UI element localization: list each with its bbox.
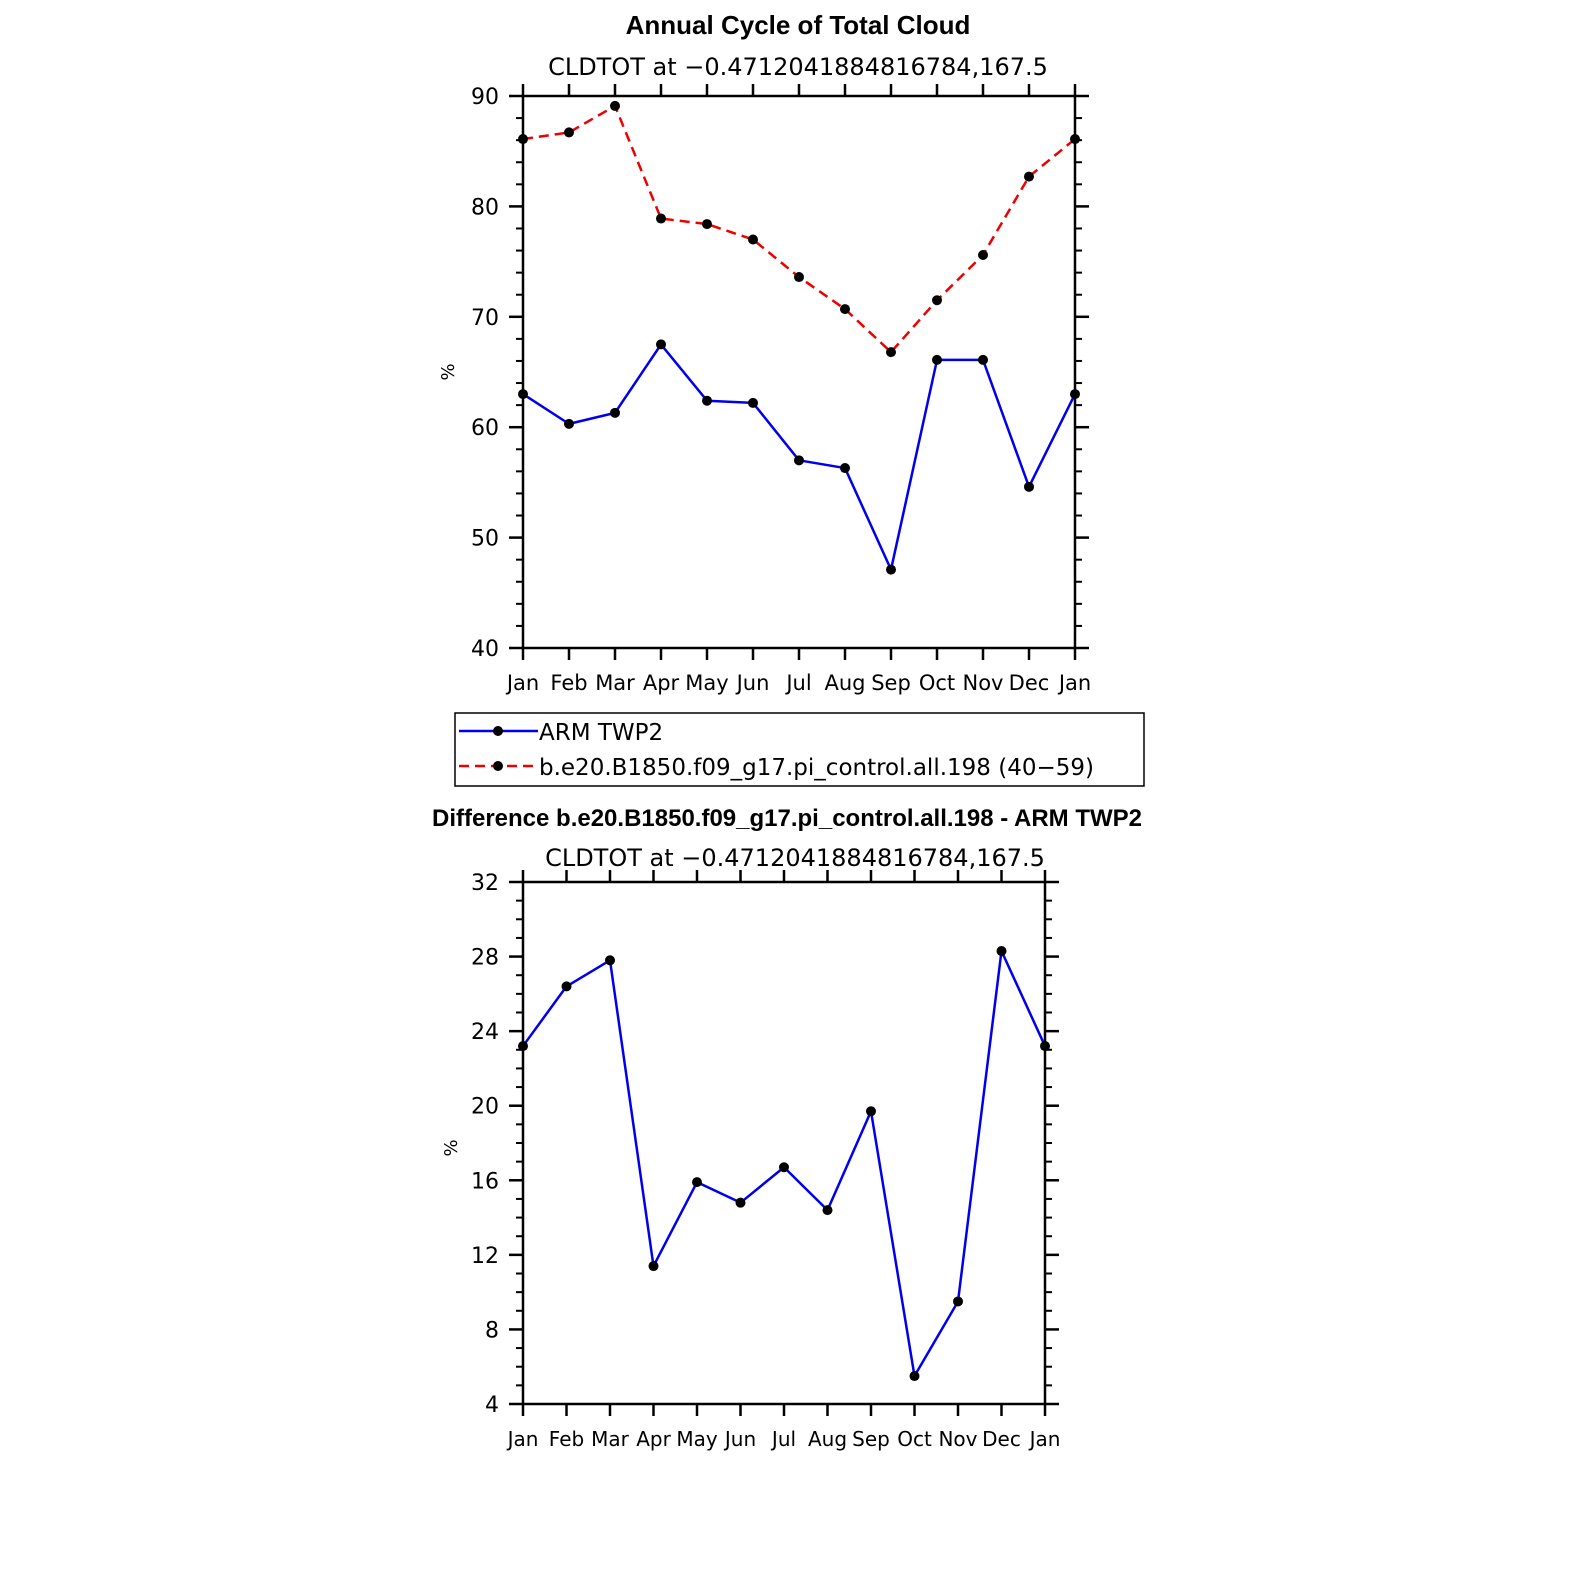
chart2-series-0-point: [909, 1371, 920, 1382]
chart2-xtick-label: Nov: [938, 1427, 977, 1451]
chart1-series-0-point: [886, 564, 896, 575]
chart2-ytick-label: 4: [485, 1393, 499, 1418]
chart1-series-0-point: [840, 463, 850, 474]
chart1-series-0-point: [518, 389, 528, 400]
chart2-series-0-point: [648, 1261, 659, 1272]
chart2-subtitle: CLDTOT at −0.4712041884816784,167.5: [545, 844, 1045, 872]
chart1-series-0-point: [978, 354, 988, 365]
chart1-series-1-point: [886, 347, 896, 358]
chart2-xtick-label: Jun: [723, 1427, 756, 1451]
chart1-series-0-point: [794, 455, 804, 466]
chart2-series-0-point: [822, 1205, 833, 1216]
chart1-ytick-label: 40: [471, 637, 499, 662]
chart1-xtick-label: Jan: [1057, 671, 1091, 695]
chart1-ytick-label: 90: [471, 85, 499, 110]
chart2-ytick-label: 8: [485, 1318, 499, 1343]
legend-marker-model: [493, 761, 503, 771]
chart2-title: Difference b.e20.B1850.f09_g17.pi_contro…: [432, 805, 1142, 832]
legend-entry-model: b.e20.B1850.f09_g17.pi_control.all.198 (…: [459, 755, 1094, 781]
chart1-ytick-label: 60: [471, 416, 499, 441]
chart1-xtick-label: Nov: [963, 671, 1004, 695]
chart1-xtick-label: Aug: [824, 671, 865, 695]
legend-entry-arm: ARM TWP2: [459, 720, 663, 746]
chart1-xtick-label: Jul: [784, 671, 811, 695]
chart1-series-1-point: [932, 295, 942, 306]
chart2-xtick-label: Mar: [591, 1427, 630, 1451]
chart1-ytick-label: 80: [471, 195, 499, 220]
chart2-xtick-label: Feb: [549, 1427, 584, 1451]
chart2-ylabel: %: [441, 1139, 462, 1156]
chart1-xtick-label: Mar: [595, 671, 635, 695]
chart1-series-1-point: [564, 127, 574, 138]
chart1-ytick-label: 50: [471, 527, 499, 552]
chart1-xtick-label: Oct: [919, 671, 955, 695]
chart2-ytick-label: 16: [471, 1169, 499, 1194]
chart1-ylabel: %: [438, 363, 459, 380]
chart1-series-0-point: [702, 395, 712, 406]
chart1-series-0-point: [564, 418, 574, 429]
chart1-xtick-label: Jan: [505, 671, 539, 695]
chart2-xtick-label: Dec: [982, 1427, 1021, 1451]
chart2-series-0-point: [953, 1296, 963, 1307]
chart1-series-0-point: [656, 339, 666, 350]
chart2-series-0-point: [996, 945, 1007, 956]
chart1-ytick-label: 70: [471, 306, 499, 331]
difference-chart: Difference b.e20.B1850.f09_g17.pi_contro…: [432, 805, 1142, 1451]
chart1-series-1-point: [656, 213, 666, 224]
chart1-series-0-point: [932, 354, 942, 365]
chart1-series-1-point: [1024, 171, 1034, 182]
chart1-xtick-label: Feb: [550, 671, 587, 695]
chart2-xtick-label: Jan: [506, 1427, 539, 1451]
chart2-xtick-label: Jul: [770, 1427, 796, 1451]
chart1-series-1-point: [840, 304, 850, 315]
chart2-series-0-point: [518, 1041, 528, 1052]
chart2-ytick-label: 20: [471, 1095, 499, 1120]
chart2-ytick-label: 28: [471, 946, 499, 971]
chart2-series-0-point: [561, 981, 572, 992]
chart2-series-0-point: [605, 955, 615, 966]
chart2-xtick-label: Apr: [636, 1427, 671, 1451]
chart2-xtick-label: May: [676, 1427, 718, 1451]
chart2-ytick-label: 12: [471, 1244, 499, 1269]
chart2-xtick-label: Sep: [852, 1427, 890, 1451]
chart2-xtick-label: Jan: [1028, 1427, 1061, 1451]
chart1-series-1-point: [978, 249, 988, 260]
chart2-ytick-label: 24: [471, 1020, 499, 1045]
chart2-series-0-point: [735, 1197, 746, 1208]
chart1-xtick-label: Jun: [735, 671, 770, 695]
chart2-series-0-point: [779, 1162, 789, 1173]
chart2-series-0-point: [692, 1177, 702, 1188]
chart1-xtick-label: Sep: [871, 671, 911, 695]
chart1-series-1-point: [518, 134, 528, 145]
legend: ARM TWP2 b.e20.B1850.f09_g17.pi_control.…: [454, 712, 1145, 787]
chart1-subtitle: CLDTOT at −0.4712041884816784,167.5: [548, 53, 1048, 81]
chart2-ytick-label: 32: [471, 871, 499, 896]
chart1-series-0-point: [610, 407, 620, 418]
chart1-series-1-point: [748, 234, 758, 245]
legend-marker-arm: [493, 726, 503, 736]
chart1-series-0-point: [748, 397, 758, 408]
legend-label-arm: ARM TWP2: [539, 720, 663, 746]
chart2-xtick-label: Oct: [897, 1427, 932, 1451]
chart2-series-0-point: [1040, 1041, 1050, 1052]
chart1-series-1-point: [1070, 134, 1080, 145]
chart1-series-0-point: [1070, 389, 1080, 400]
chart1-series-1-point: [794, 272, 804, 283]
chart1-xtick-label: May: [685, 671, 728, 695]
chart1-series-1-point: [702, 219, 712, 230]
legend-label-model: b.e20.B1850.f09_g17.pi_control.all.198 (…: [539, 755, 1094, 781]
legend-box: [454, 712, 1145, 787]
chart1-xtick-label: Apr: [643, 671, 680, 695]
chart2-xtick-label: Aug: [808, 1427, 847, 1451]
annual-cycle-chart: Annual Cycle of Total Cloud CLDTOT at −0…: [438, 10, 1145, 787]
chart1-xtick-label: Dec: [1009, 671, 1050, 695]
chart2-series-0-point: [866, 1106, 876, 1117]
chart1-series-0-point: [1024, 481, 1034, 492]
chart1-series-1-point: [610, 100, 620, 111]
chart1-title: Annual Cycle of Total Cloud: [626, 10, 971, 40]
